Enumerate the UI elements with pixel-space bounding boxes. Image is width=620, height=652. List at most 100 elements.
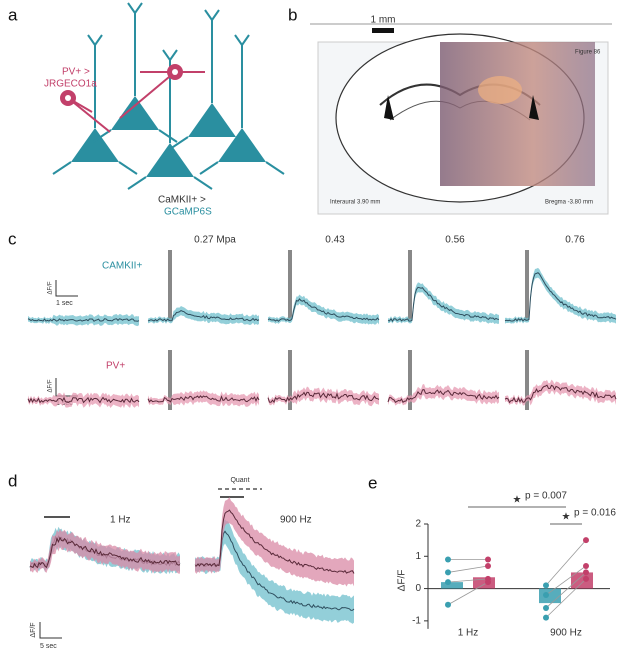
point [543, 592, 549, 599]
scale-y: ΔF/F [48, 281, 54, 294]
pair-line [545, 539, 587, 586]
soma [218, 128, 266, 162]
dendrite [52, 34, 138, 175]
trace-line [147, 395, 260, 403]
pair-line [447, 578, 489, 583]
trace-band [30, 529, 180, 574]
quant-label: Quant [230, 477, 249, 484]
row-label: PV+ [106, 361, 125, 372]
scale-label: 1 mm [371, 15, 396, 26]
axon [67, 71, 205, 133]
stim-marker [408, 250, 412, 320]
y-tick-label: 1 [415, 551, 421, 562]
pressure-label: 0.27 Mpa [194, 235, 236, 246]
point [543, 604, 549, 611]
point [583, 562, 589, 569]
trace-line [267, 391, 380, 404]
trace-band [268, 386, 379, 407]
camkii-label: CaMKII+ > [158, 195, 206, 206]
stim-marker [168, 250, 172, 320]
trace-line [267, 298, 380, 322]
scale-x: 1 sec [56, 300, 73, 307]
bar [539, 588, 561, 604]
y-tick-label: -1 [412, 615, 421, 626]
row-label: CAMKII+ [102, 261, 142, 272]
point [543, 614, 549, 621]
point [445, 556, 451, 563]
trace-line [504, 272, 617, 322]
pressure-label: 0.56 [445, 235, 465, 246]
trace-band [28, 392, 139, 409]
stim-marker [408, 350, 412, 410]
point [583, 569, 589, 576]
trace-band [505, 267, 616, 324]
plate-label: Figure 86 [575, 50, 601, 56]
pair-line [447, 565, 489, 573]
stim-marker [168, 350, 172, 410]
traces [27, 250, 617, 410]
trace-line [194, 509, 355, 574]
scale-bar [39, 622, 62, 639]
point [445, 569, 451, 576]
point [543, 582, 549, 589]
trace-line [504, 384, 617, 404]
significance-marker: ★ [513, 495, 522, 506]
stim-marker [525, 250, 529, 320]
trace-band [195, 519, 354, 624]
condition-label: 1 Hz [110, 515, 131, 526]
pressure-label: 0.76 [565, 235, 585, 246]
nucleus [172, 69, 178, 75]
p-value: p = 0.016 [574, 508, 616, 519]
soma [71, 128, 119, 162]
dendrite [127, 49, 213, 190]
trace-band [195, 497, 354, 587]
trace-band [268, 294, 379, 325]
trace-line [27, 318, 140, 322]
scale-x: 5 sec [40, 643, 57, 650]
trace-line [387, 389, 500, 403]
trace-line [27, 396, 140, 404]
soma [111, 96, 159, 130]
point [583, 575, 589, 582]
bar [441, 582, 463, 589]
camkii-indicator: GCaMP6S [164, 207, 212, 218]
interaural-label: Interaural 3.90 mm [330, 200, 380, 206]
pair-line [545, 578, 587, 618]
pv-label: PV+ > [62, 67, 90, 78]
point [445, 579, 451, 586]
x-tick-label: 900 Hz [550, 628, 582, 639]
scale-bar [55, 280, 78, 397]
panel-label: e [368, 473, 377, 492]
pair-line [447, 581, 489, 606]
point [485, 579, 491, 586]
x-tick-label: 1 Hz [458, 628, 479, 639]
point [485, 562, 491, 569]
trace-band [388, 282, 499, 324]
nucleus [65, 95, 71, 101]
neuron-schematic [52, 2, 285, 190]
soma [146, 143, 194, 177]
scale-y: ΔF/F [48, 379, 54, 392]
atlas: 1 mm Figure 86 Interaural 3.90 mm Bregma… [310, 15, 612, 215]
stim-marker [525, 350, 529, 410]
y-axis-label: ΔF/F [397, 570, 408, 592]
panel-label: d [8, 471, 17, 490]
point [583, 537, 589, 544]
bregma-label: Bregma -3.80 mm [545, 200, 593, 206]
dendrite [169, 9, 255, 150]
scale-y: ΔF/F [30, 622, 37, 637]
pressure-label: 0.43 [325, 235, 345, 246]
pv-indicator: JRGECO1a [44, 79, 97, 90]
y-tick-label: 0 [415, 583, 421, 594]
significance-marker: ★ [562, 512, 571, 523]
dendrite [92, 2, 178, 143]
trace-band [148, 390, 259, 407]
bar [473, 577, 495, 589]
stim-bars [44, 488, 262, 518]
trace-line [29, 536, 181, 569]
stim-marker [288, 250, 292, 320]
p-value: p = 0.007 [525, 491, 567, 502]
pair-line [545, 565, 587, 596]
